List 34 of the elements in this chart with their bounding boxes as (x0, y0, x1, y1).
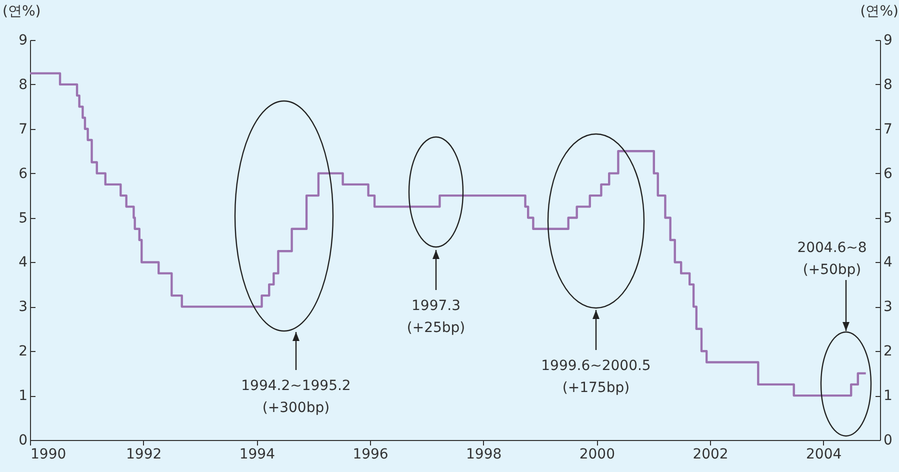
y2-tick-label: 5 (884, 210, 892, 226)
y-tick-label: 1 (18, 388, 28, 404)
y2-tick-label: 1 (884, 388, 892, 404)
y2-tick-label: 4 (884, 254, 892, 271)
y-tick-label: 9 (18, 32, 28, 48)
y2-axis-title: (연%) (860, 4, 898, 20)
y2-tick-label: 0 (884, 432, 892, 448)
y-tick-label: 7 (18, 121, 28, 138)
y2-tick-label: 9 (884, 32, 892, 48)
y-tick-label: 8 (18, 76, 28, 93)
y-tick-label: 6 (18, 166, 28, 182)
y-tick-label: 2 (18, 344, 28, 360)
y-axis-title: (연%) (2, 4, 41, 20)
x-tick-label: 1994 (239, 446, 276, 462)
y2-tick-label: 8 (884, 76, 892, 93)
x-tick-label: 2002 (692, 446, 728, 462)
annotation: 1999.6~2000.5 (+175bp) (541, 358, 651, 396)
y2-tick-label: 3 (884, 299, 892, 316)
y2-tick-label: 6 (884, 166, 892, 182)
y-tick-label: 4 (18, 254, 28, 271)
annotation: 1994.2~1995.2 (+300bp) (241, 378, 351, 416)
y-tick-label: 3 (18, 299, 28, 316)
x-tick-label: 2004 (806, 446, 842, 462)
y2-tick-label: 7 (884, 121, 892, 138)
x-tick-label: 2000 (579, 446, 615, 462)
annotation: 1997.3 (+25bp) (406, 298, 466, 336)
x-tick-label: 1998 (466, 446, 502, 462)
y2-tick-label: 2 (884, 344, 892, 360)
x-tick-label: 1996 (352, 446, 388, 462)
y-tick-label: 5 (18, 210, 28, 226)
annotation: 2004.6~8 (+50bp) (797, 240, 867, 278)
x-tick-label: 1992 (126, 446, 162, 462)
y-tick-label: 0 (18, 432, 28, 448)
x-tick-label: 1990 (30, 446, 66, 462)
